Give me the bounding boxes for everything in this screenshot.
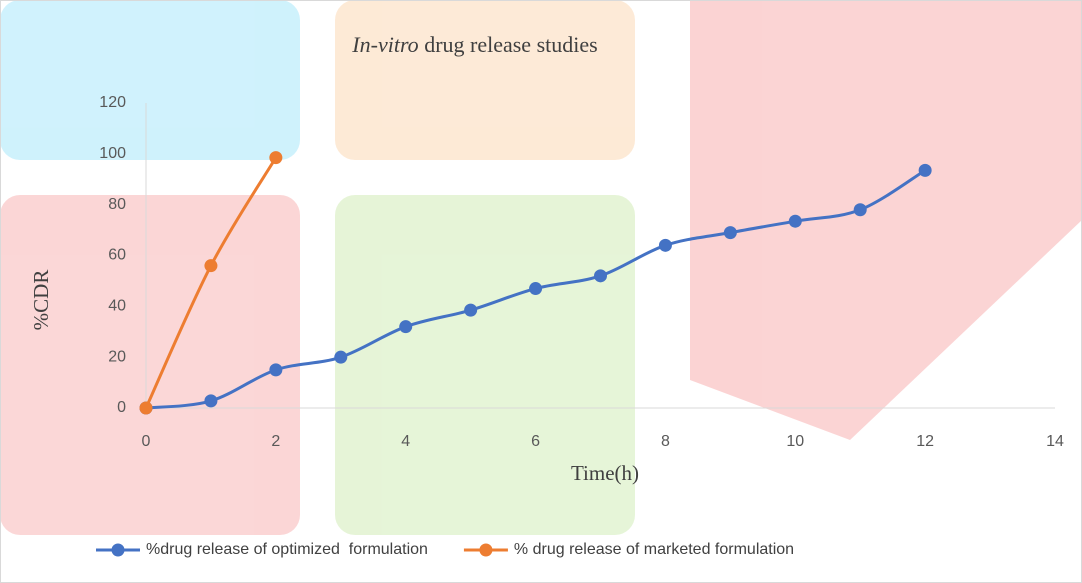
data-point bbox=[659, 239, 672, 252]
data-point bbox=[269, 363, 282, 376]
data-point bbox=[789, 215, 802, 228]
y-tick-label: 40 bbox=[108, 298, 126, 315]
x-tick-label: 12 bbox=[916, 433, 934, 450]
data-point bbox=[724, 226, 737, 239]
y-tick-label: 80 bbox=[108, 196, 126, 213]
y-tick-label: 0 bbox=[117, 399, 126, 416]
data-point bbox=[529, 282, 542, 295]
watermark-shape bbox=[690, 0, 1082, 440]
chart-title: In-vitro drug release studies bbox=[351, 32, 597, 57]
data-point bbox=[204, 259, 217, 272]
data-point bbox=[140, 402, 153, 415]
title-rest: drug release studies bbox=[424, 32, 598, 57]
watermark-shape bbox=[0, 0, 300, 160]
x-tick-label: 10 bbox=[786, 433, 804, 450]
legend-label: %drug release of optimized formulation bbox=[146, 541, 428, 558]
legend-marker bbox=[112, 544, 125, 557]
watermark-shape bbox=[0, 195, 300, 535]
x-tick-label: 8 bbox=[661, 433, 670, 450]
data-point bbox=[464, 304, 477, 317]
y-axis-title: %CDR bbox=[29, 270, 53, 331]
data-point bbox=[854, 203, 867, 216]
watermark-shape bbox=[335, 0, 635, 160]
x-tick-label: 6 bbox=[531, 433, 540, 450]
data-point bbox=[204, 394, 217, 407]
x-axis-title: Time(h) bbox=[571, 461, 639, 485]
y-tick-label: 20 bbox=[108, 348, 126, 365]
x-tick-label: 0 bbox=[142, 433, 151, 450]
y-tick-label: 60 bbox=[108, 247, 126, 264]
title-italic: In-vitro bbox=[351, 32, 418, 57]
data-point bbox=[269, 151, 282, 164]
data-point bbox=[399, 320, 412, 333]
y-tick-label: 120 bbox=[99, 94, 126, 111]
data-point bbox=[334, 351, 347, 364]
x-tick-label: 14 bbox=[1046, 433, 1064, 450]
data-point bbox=[594, 269, 607, 282]
x-tick-label: 2 bbox=[271, 433, 280, 450]
legend-marker bbox=[479, 544, 492, 557]
legend-label: % drug release of marketed formulation bbox=[514, 541, 794, 558]
chart: In-vitro drug release studies Time(h) %C… bbox=[0, 0, 1082, 583]
y-tick-label: 100 bbox=[99, 145, 126, 162]
watermark bbox=[0, 0, 1082, 535]
x-tick-label: 4 bbox=[401, 433, 410, 450]
data-point bbox=[919, 164, 932, 177]
